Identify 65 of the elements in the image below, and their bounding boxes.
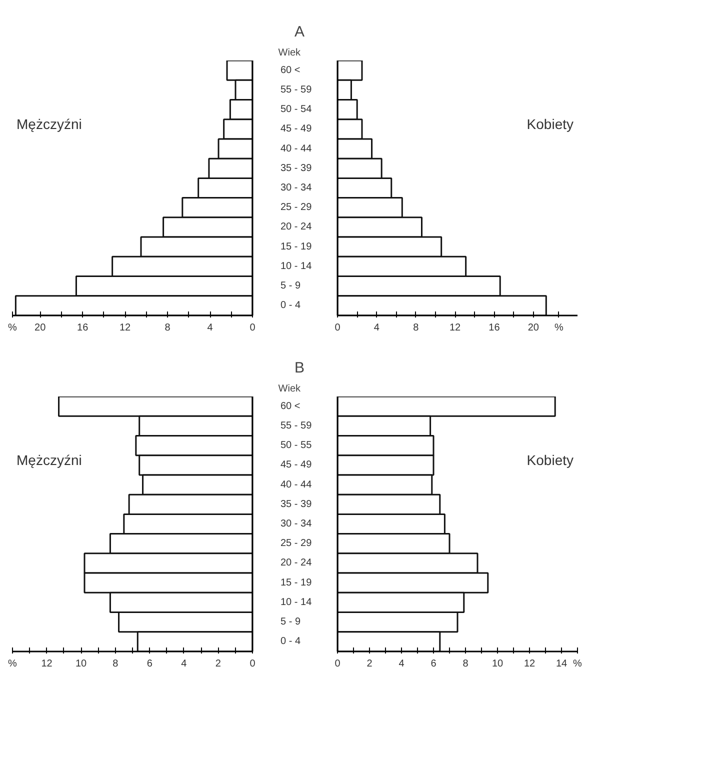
y-tick-label: 45 - 49 — [280, 460, 312, 471]
text: A — [294, 24, 305, 40]
annotation: Mężczyźni — [16, 452, 82, 468]
x-tick-label: 20 — [528, 322, 540, 334]
text: B — [294, 360, 305, 376]
y-tick-label: 55 - 59 — [280, 84, 312, 96]
y-tick-label: 5 - 9 — [280, 616, 301, 628]
x-tick-label: 16 — [488, 322, 500, 334]
annotation: Kobiety — [526, 452, 574, 468]
x-tick-label: 4 — [181, 658, 188, 670]
x-tick-label: 0 — [250, 658, 256, 670]
x-tick-label: 8 — [462, 658, 469, 670]
x-tick-label: % — [8, 322, 18, 334]
x-tick-label: 10 — [76, 658, 88, 670]
x-tick-label: 10 — [492, 658, 504, 670]
y-tick-label: 30 - 34 — [280, 518, 312, 530]
y-tick-label: 15 - 19 — [280, 241, 312, 252]
y-tick-label: 0 - 4 — [280, 300, 301, 312]
x-tick-label: 0 — [250, 322, 256, 334]
y-tick-label: 60 < — [280, 64, 300, 76]
x-tick-label: 6 — [146, 658, 153, 670]
x-tick-label: 4 — [207, 322, 214, 334]
x-tick-label: 4 — [374, 322, 380, 334]
x-tick-label: 12 — [449, 322, 462, 334]
x-tick-label: % — [573, 658, 582, 670]
x-tick-label: 12 — [120, 322, 132, 334]
x-tick-label: 12 — [524, 658, 536, 670]
y-tick-label: 40 - 44 — [280, 143, 312, 154]
y-tick-label: 25 - 29 — [280, 202, 312, 214]
y-tick-label: 40 - 44 — [280, 479, 312, 490]
y-tick-label: 35 - 39 — [280, 498, 312, 510]
y-tick-label: 25 - 29 — [280, 538, 312, 550]
x-tick-label: 16 — [77, 322, 89, 334]
y-tick-label: 50 - 55 — [280, 440, 312, 452]
x-tick-label: 8 — [413, 322, 420, 334]
y-tick-label: 35 - 39 — [280, 162, 312, 174]
y-axis-title: Wiek — [278, 384, 302, 394]
y-tick-label: 50 - 54 — [280, 104, 312, 116]
annotation: Mężczyźni — [16, 116, 82, 132]
x-tick-label: 6 — [430, 658, 437, 670]
x-tick-label: 0 — [334, 322, 341, 334]
y-tick-label: 45 - 49 — [280, 124, 312, 135]
y-tick-label: 30 - 34 — [280, 182, 312, 194]
y-tick-label: 55 - 59 — [280, 420, 312, 432]
y-tick-label: 10 - 14 — [280, 260, 312, 272]
annotation: Kobiety — [526, 116, 574, 132]
x-tick-label: 2 — [366, 658, 373, 670]
x-tick-label: 0 — [334, 658, 341, 670]
y-tick-label: 20 - 24 — [280, 558, 312, 569]
x-tick-label: 12 — [41, 658, 53, 670]
x-tick-label: 8 — [164, 322, 171, 334]
x-tick-label: % — [8, 658, 18, 670]
y-axis-title: Wiek — [278, 48, 302, 58]
x-tick-label: 8 — [112, 658, 119, 670]
y-tick-label: 60 < — [280, 400, 300, 412]
x-tick-label: 2 — [215, 658, 222, 670]
y-tick-label: 10 - 14 — [280, 596, 312, 608]
x-tick-label: 14 — [556, 658, 568, 670]
y-tick-label: 15 - 19 — [280, 577, 312, 588]
y-tick-label: 0 - 4 — [280, 636, 301, 648]
y-tick-label: 20 - 24 — [280, 222, 312, 233]
x-tick-label: 20 — [34, 322, 46, 334]
y-tick-label: 5 - 9 — [280, 280, 301, 292]
x-tick-label: % — [554, 322, 564, 334]
x-tick-label: 4 — [398, 658, 405, 670]
